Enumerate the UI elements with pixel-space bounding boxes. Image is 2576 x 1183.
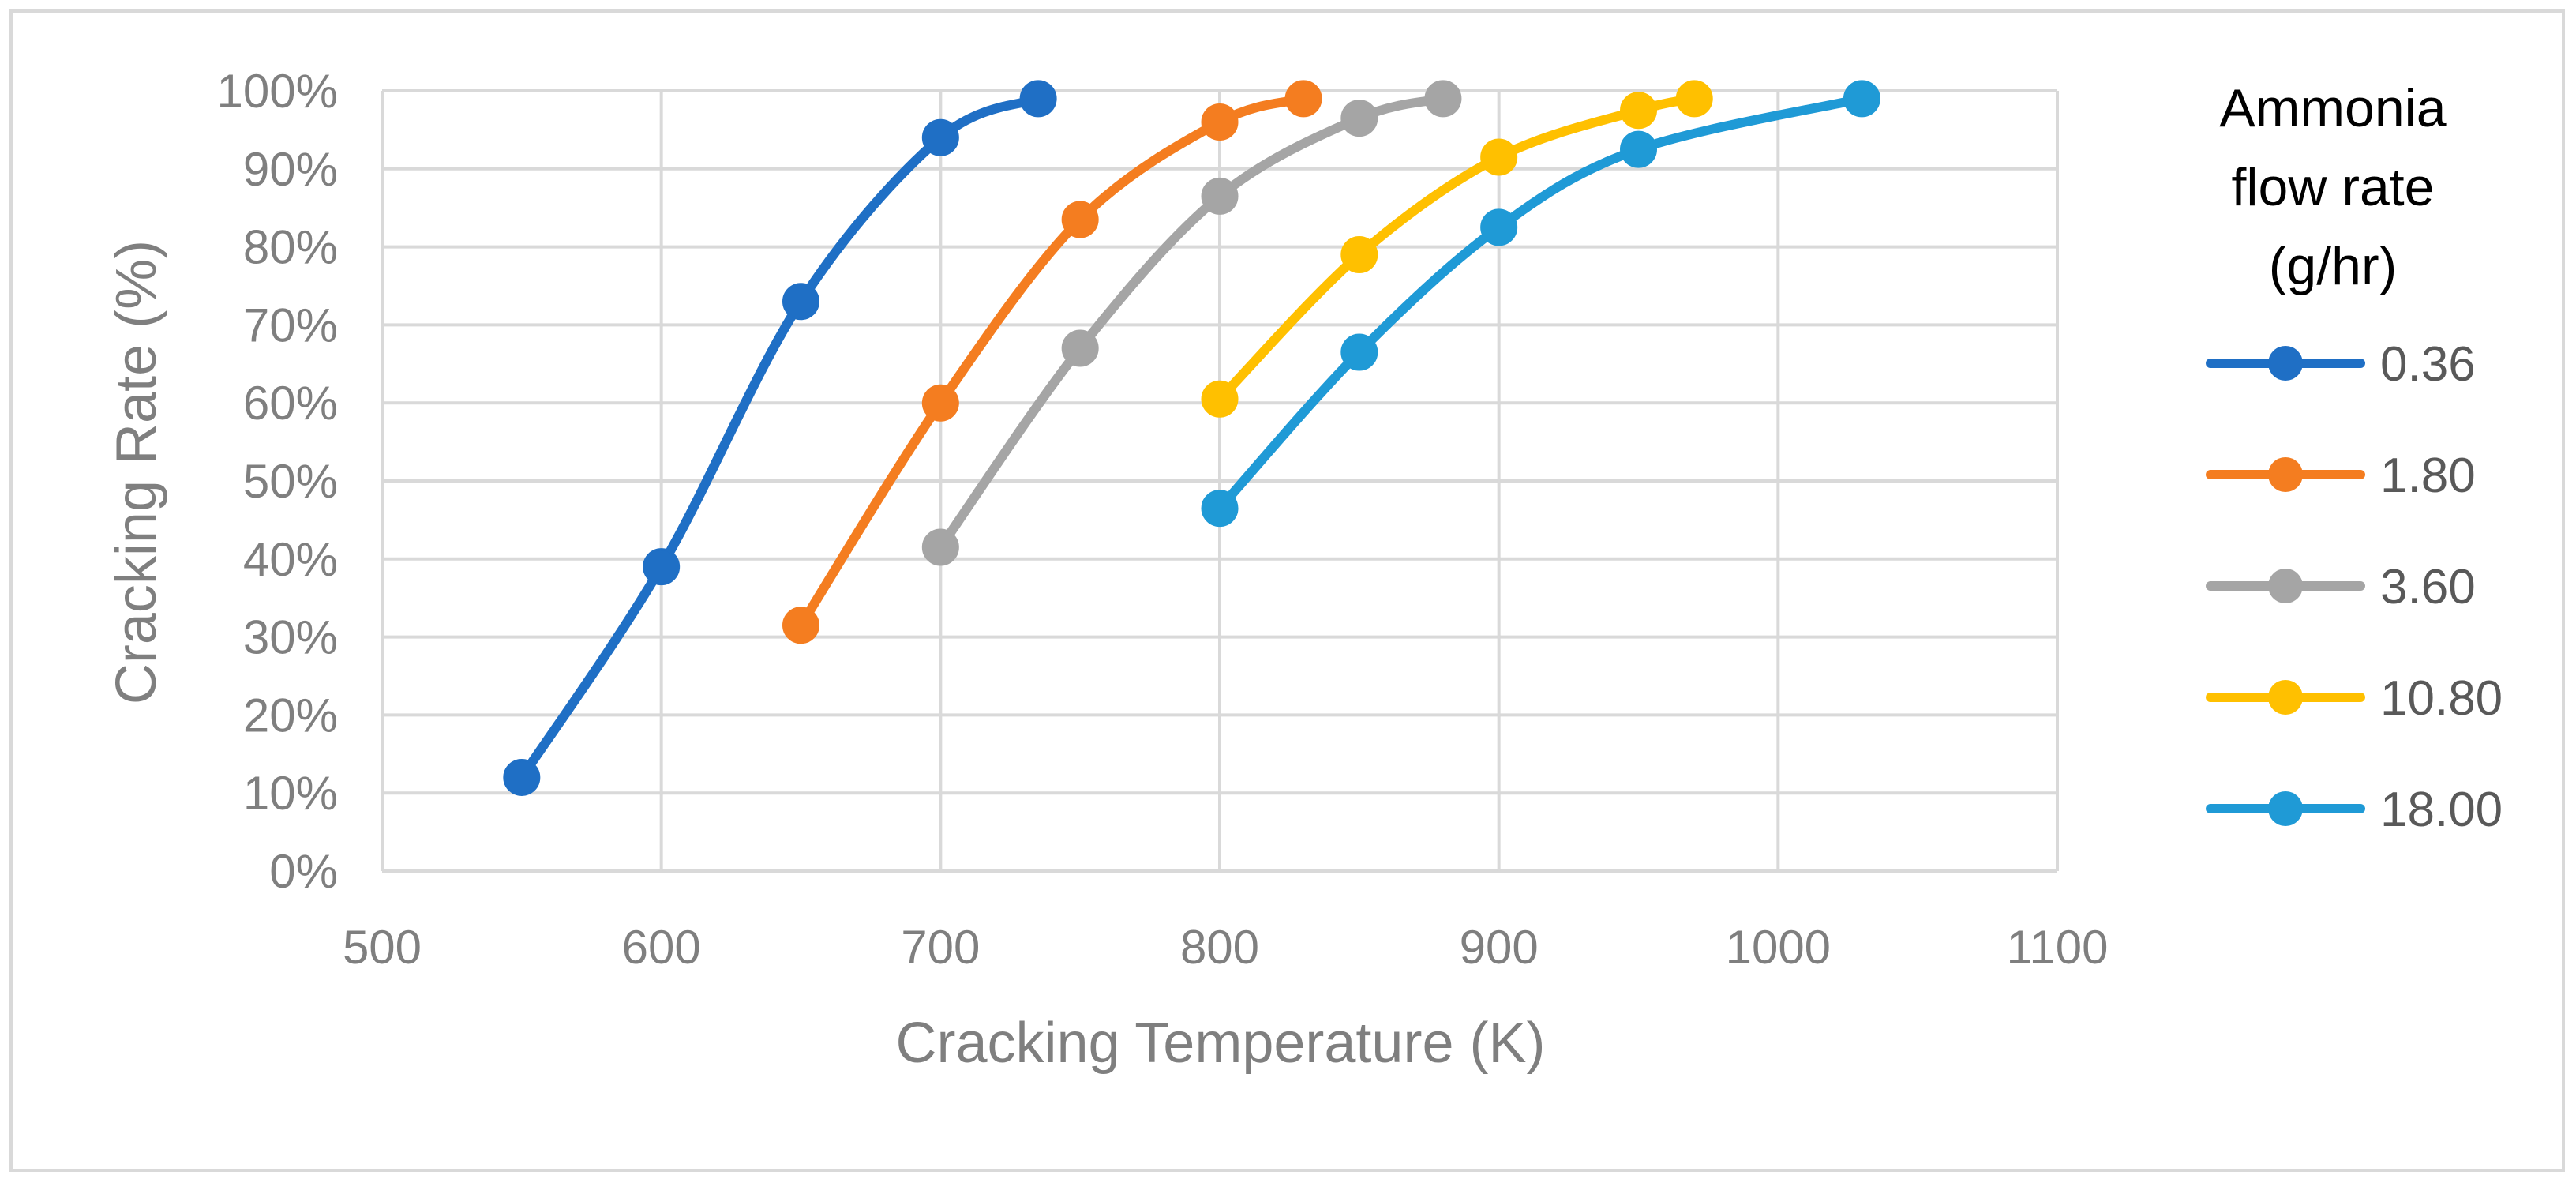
- series-line: [796, 93, 1309, 630]
- legend-swatch-marker: [2268, 791, 2303, 826]
- legend-swatch-marker: [2268, 569, 2303, 603]
- chart-frame: [9, 9, 2565, 1172]
- data-point: [1061, 329, 1099, 367]
- y-tick-label: 40%: [243, 533, 338, 586]
- y-tick-label: 10%: [243, 767, 338, 820]
- data-point: [1019, 80, 1057, 118]
- data-point: [782, 607, 819, 644]
- data-point: [1201, 103, 1239, 141]
- y-axis-ticks: 0% 10% 20% 30% 40% 50% 60% 70% 80% 90% 100%: [217, 65, 338, 898]
- data-point: [1480, 208, 1518, 246]
- data-point: [921, 118, 959, 156]
- y-tick-label: 70%: [243, 299, 338, 351]
- legend-item-18.00: 18.00: [2206, 783, 2503, 837]
- legend-swatch-marker: [2268, 457, 2303, 492]
- series-10.80: [1201, 80, 1713, 418]
- legend-label: 1.80: [2380, 449, 2476, 503]
- y-tick-label: 30%: [243, 611, 338, 664]
- legend-item-10.80: 10.80: [2206, 671, 2503, 726]
- x-axis-title: Cracking Temperature (K): [896, 1012, 1546, 1075]
- data-point: [1340, 235, 1378, 273]
- y-tick-label: 50%: [243, 455, 338, 508]
- series-3.60: [921, 80, 1462, 566]
- data-point: [1620, 130, 1657, 168]
- data-point: [921, 528, 959, 566]
- x-tick-label: 900: [1460, 921, 1539, 974]
- data-point: [1340, 333, 1378, 371]
- data-point: [1675, 80, 1713, 118]
- x-tick-label: 800: [1180, 921, 1259, 974]
- data-point: [1480, 138, 1518, 176]
- data-point: [921, 384, 959, 422]
- series-line: [1215, 93, 1867, 513]
- series-1.80: [782, 80, 1322, 644]
- legend-item-3.60: 3.60: [2206, 560, 2476, 614]
- x-axis-ticks: 500 600 700 800 900 1000 1100: [343, 921, 2109, 974]
- legend-item-0.36: 0.36: [2206, 337, 2476, 392]
- y-axis-title: Cracking Rate (%): [105, 240, 168, 704]
- y-tick-label: 100%: [217, 65, 338, 118]
- data-point: [1061, 201, 1099, 238]
- y-tick-label: 20%: [243, 689, 338, 742]
- data-point: [1843, 80, 1880, 118]
- y-tick-label: 90%: [243, 143, 338, 196]
- data-point: [643, 548, 681, 586]
- series-0.36: [503, 80, 1057, 796]
- data-point: [1201, 380, 1239, 418]
- series-line: [516, 93, 1044, 783]
- x-tick-label: 600: [622, 921, 701, 974]
- legend-label: 0.36: [2380, 337, 2476, 392]
- x-tick-label: 700: [901, 921, 980, 974]
- series-group: [503, 80, 1880, 796]
- legend-item-1.80: 1.80: [2206, 449, 2476, 503]
- gridlines: [381, 89, 2059, 873]
- y-tick-label: 80%: [243, 221, 338, 274]
- data-point: [503, 758, 541, 796]
- legend-title-line-3: (g/hr): [2269, 236, 2397, 296]
- y-tick-label: 0%: [269, 845, 338, 898]
- legend: Ammonia flow rate (g/hr) 0.36 1.80 3.60 10.…: [2206, 78, 2503, 837]
- y-tick-label: 60%: [243, 377, 338, 430]
- legend-swatch-marker: [2268, 346, 2303, 381]
- data-point: [782, 283, 819, 321]
- data-point: [1620, 92, 1657, 130]
- legend-title-line-2: flow rate: [2232, 157, 2435, 217]
- x-tick-label: 500: [343, 921, 422, 974]
- x-tick-label: 1100: [2006, 921, 2108, 974]
- series-18.00: [1201, 80, 1880, 528]
- x-tick-label: 1000: [1726, 921, 1831, 974]
- legend-label: 18.00: [2380, 783, 2503, 837]
- data-point: [1284, 80, 1322, 118]
- data-point: [1340, 100, 1378, 137]
- data-point: [1424, 80, 1462, 118]
- data-point: [1201, 177, 1239, 215]
- data-point: [1201, 490, 1239, 528]
- legend-label: 10.80: [2380, 671, 2503, 726]
- legend-swatch-marker: [2268, 680, 2303, 715]
- legend-label: 3.60: [2380, 560, 2476, 614]
- legend-title-line-1: Ammonia: [2219, 78, 2446, 138]
